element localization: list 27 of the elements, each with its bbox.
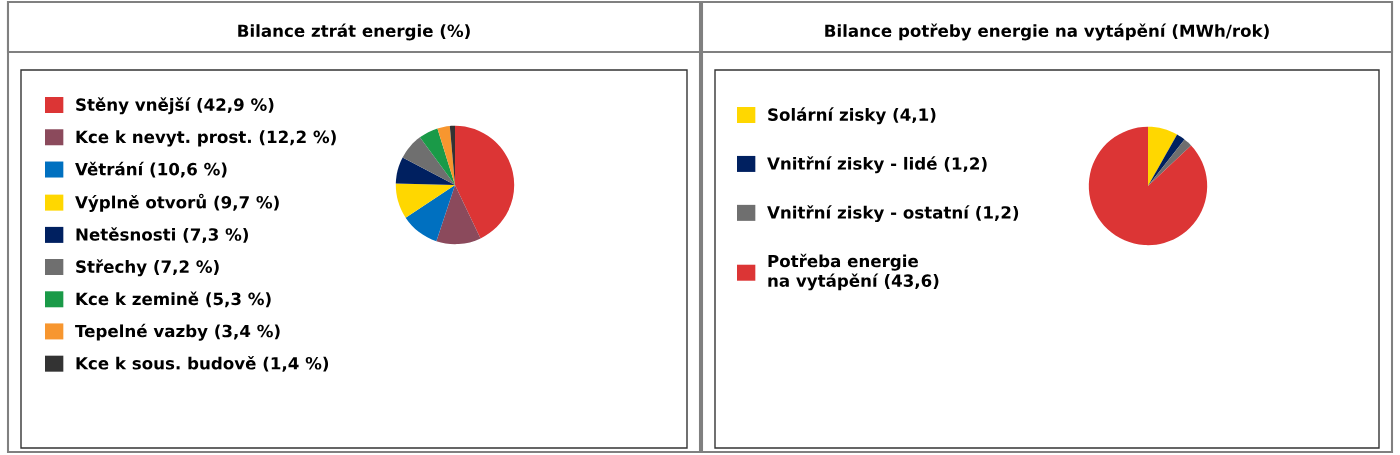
pie-slice [436, 185, 481, 245]
legend-label: Solární zisky (4,1) [768, 107, 936, 125]
pie-slice [1088, 126, 1208, 246]
legend-label: Vnitřní zisky - ostatní (1,2) [767, 205, 1019, 223]
legend-label: Netěsnosti (7,3 %) [76, 227, 248, 243]
pie-slice [455, 125, 515, 239]
pie-slice [405, 185, 455, 242]
pie-slice [395, 157, 455, 185]
pie-slice [437, 126, 455, 185]
chart-title: Bilance ztrát energie (%) [238, 23, 470, 41]
legend-label: Tepelné vazby (3,4 %) [75, 323, 280, 341]
pie-slice [402, 137, 455, 185]
legend-label: Kce k nevyt. prost. (12,2 %) [76, 130, 336, 147]
chart-title: Bilance potřeby energie na vytápění (MWh/rok) [825, 23, 1269, 41]
legend-label: Kce k zemině (5,3 %) [76, 291, 271, 308]
legend-label: Výplně otvorů (9,7 %) [75, 193, 279, 212]
legend-label: Střechy (7,2 %) [76, 259, 219, 277]
legend-label: Kce k sous. budově (1,4 %) [76, 356, 329, 372]
legend-label: Potřeba energie na vytápění (43,6) [768, 253, 939, 291]
pie-slice [1148, 139, 1192, 186]
legend-label: Vnitřní zisky - lidé (1,2) [767, 156, 987, 174]
legend-label: Větrání (10,6 %) [75, 161, 227, 178]
pie-slice [1148, 134, 1185, 186]
pie-slice [395, 183, 455, 218]
pie-slice [419, 128, 455, 185]
pie-slice [1148, 126, 1178, 186]
legend-label: Stěny vnější (42,9 %) [76, 97, 274, 115]
